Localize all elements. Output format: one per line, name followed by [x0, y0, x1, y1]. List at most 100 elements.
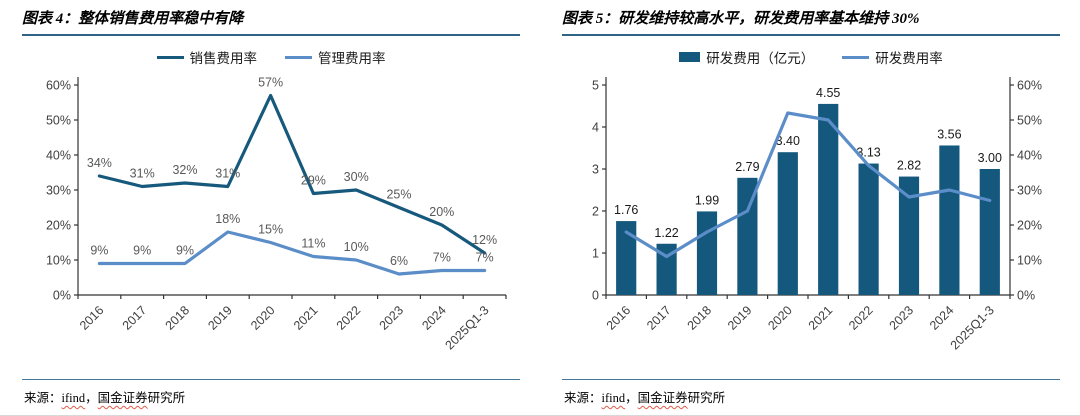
- line-series: [624, 111, 992, 259]
- svg-text:2025Q1-3: 2025Q1-3: [443, 303, 492, 352]
- svg-text:3.13: 3.13: [856, 146, 880, 160]
- source-prefix: 来源：: [24, 391, 62, 405]
- svg-text:30%: 30%: [344, 170, 369, 184]
- svg-text:50%: 50%: [1017, 114, 1042, 128]
- admin-expense-line-swatch-icon: [285, 55, 312, 59]
- svg-text:7%: 7%: [433, 251, 451, 265]
- svg-text:9%: 9%: [133, 244, 151, 258]
- svg-text:40%: 40%: [46, 149, 71, 163]
- line-data-labels: 9% 9% 9% 18% 15% 11% 10% 6% 7% 7%: [90, 212, 493, 268]
- svg-text:12%: 12%: [472, 233, 497, 247]
- svg-text:3.56: 3.56: [937, 127, 961, 141]
- source-prefix: 来源：: [564, 391, 602, 405]
- svg-text:2023: 2023: [887, 303, 917, 333]
- svg-text:40%: 40%: [1017, 149, 1042, 163]
- svg-text:10%: 10%: [1017, 254, 1042, 268]
- svg-text:1.22: 1.22: [654, 226, 678, 240]
- svg-text:6%: 6%: [390, 254, 408, 268]
- source-separator: ，: [625, 391, 638, 405]
- line-series: [97, 230, 487, 276]
- legend-item-rd-expense: 研发费用（亿元）: [679, 47, 814, 67]
- svg-text:1: 1: [592, 247, 599, 261]
- svg-text:20%: 20%: [1017, 219, 1042, 233]
- svg-text:4.55: 4.55: [816, 86, 840, 100]
- svg-text:18%: 18%: [215, 212, 240, 226]
- svg-text:50%: 50%: [46, 114, 71, 128]
- legend-label: 研发费用率: [875, 51, 943, 66]
- svg-text:2016: 2016: [604, 303, 634, 333]
- source-vendor: ifind: [601, 391, 626, 405]
- svg-text:4: 4: [592, 121, 599, 135]
- rd-expense-bar-swatch-icon: [679, 52, 701, 62]
- svg-text:2: 2: [592, 205, 599, 219]
- svg-text:2018: 2018: [685, 303, 715, 333]
- svg-text:2020: 2020: [765, 303, 795, 333]
- figure-4-title: 图表 4：整体销售费用率稳中有降: [22, 11, 244, 27]
- legend-item-rd-expense-ratio: 研发费用率: [842, 47, 943, 67]
- svg-text:2024: 2024: [927, 303, 957, 333]
- svg-text:5: 5: [592, 79, 599, 93]
- source-note-left: 来源：ifind，国金证券研究所: [22, 379, 520, 415]
- source-suffix: 研究所: [687, 391, 726, 405]
- svg-text:10%: 10%: [344, 240, 369, 254]
- svg-text:2.82: 2.82: [897, 159, 921, 173]
- title-divider: [22, 34, 520, 36]
- svg-text:3.00: 3.00: [978, 151, 1002, 165]
- svg-text:20%: 20%: [429, 205, 454, 219]
- sales-expense-line-swatch-icon: [156, 55, 184, 59]
- svg-text:2025Q1-3: 2025Q1-3: [948, 303, 997, 352]
- svg-text:2.79: 2.79: [735, 160, 759, 174]
- source-note-right: 来源：ifind，国金证券研究所: [562, 379, 1060, 415]
- figure-panel-left: 图表 4：整体销售费用率稳中有降 销售费用率 管理费用率 0% 10% 20% 30%…: [0, 0, 540, 415]
- legend-label: 管理费用率: [318, 51, 386, 66]
- svg-text:1.76: 1.76: [614, 203, 638, 217]
- svg-text:2022: 2022: [334, 303, 364, 333]
- svg-text:0: 0: [592, 289, 599, 303]
- svg-text:2020: 2020: [248, 303, 278, 333]
- svg-text:15%: 15%: [258, 223, 283, 237]
- svg-text:9%: 9%: [90, 244, 108, 258]
- svg-text:60%: 60%: [46, 79, 71, 93]
- svg-text:2021: 2021: [291, 303, 321, 333]
- bar-data-labels: 1.76 1.22 1.99 2.79 3.40 4.55 3.13 2.82 3.56 3.00: [614, 86, 1002, 240]
- svg-text:2019: 2019: [725, 303, 755, 333]
- svg-text:0%: 0%: [1017, 289, 1035, 303]
- sales-admin-expense-ratio-chart-svg: 0% 10% 20% 30% 40% 50% 60% 2016 2017 2018 2019 2020…: [46, 76, 507, 353]
- svg-text:25%: 25%: [386, 188, 411, 202]
- svg-text:2017: 2017: [644, 303, 674, 333]
- legend-item-admin-expense-ratio: 管理费用率: [285, 47, 386, 67]
- axes: [74, 77, 507, 299]
- source-separator: ，: [85, 391, 98, 405]
- rd-expense-chart: 0 1 2 3 4 5 0% 10% 20% 30% 40% 50% 60% 2016 2017 2018 20…: [562, 71, 1060, 363]
- axes: [602, 77, 1014, 299]
- svg-text:2017: 2017: [120, 303, 150, 333]
- svg-text:10%: 10%: [46, 254, 71, 268]
- svg-text:20%: 20%: [46, 219, 71, 233]
- svg-text:9%: 9%: [176, 244, 194, 258]
- svg-text:3.40: 3.40: [776, 134, 800, 148]
- svg-text:2021: 2021: [806, 303, 836, 333]
- title-divider: [562, 34, 1060, 36]
- source-vendor: ifind: [61, 391, 86, 405]
- svg-text:3: 3: [592, 163, 599, 177]
- legend-figure-5: 研发费用（亿元） 研发费用率: [562, 36, 1060, 71]
- line-data-labels: 34% 31% 32% 31% 57% 29% 30% 25% 20% 12%: [87, 76, 497, 248]
- svg-text:7%: 7%: [476, 251, 494, 265]
- svg-text:2016: 2016: [77, 303, 107, 333]
- axis-labels: 0% 10% 20% 30% 40% 50% 60% 2016 2017 2018 2019 2020…: [46, 79, 492, 353]
- line-series: [97, 93, 487, 255]
- svg-text:34%: 34%: [87, 156, 112, 170]
- svg-text:11%: 11%: [301, 237, 325, 251]
- svg-text:2023: 2023: [377, 303, 407, 333]
- svg-text:32%: 32%: [172, 163, 197, 177]
- legend-label: 研发费用（亿元）: [706, 51, 815, 66]
- figure-5-title: 图表 5：研发维持较高水平，研发费用率基本维持 30%: [562, 11, 920, 27]
- legend-label: 销售费用率: [189, 51, 258, 66]
- svg-text:2019: 2019: [205, 303, 235, 333]
- svg-text:30%: 30%: [46, 184, 71, 198]
- rd-expense-ratio-line-swatch-icon: [842, 55, 870, 59]
- svg-text:2024: 2024: [419, 303, 449, 333]
- bar-series: [616, 103, 1000, 296]
